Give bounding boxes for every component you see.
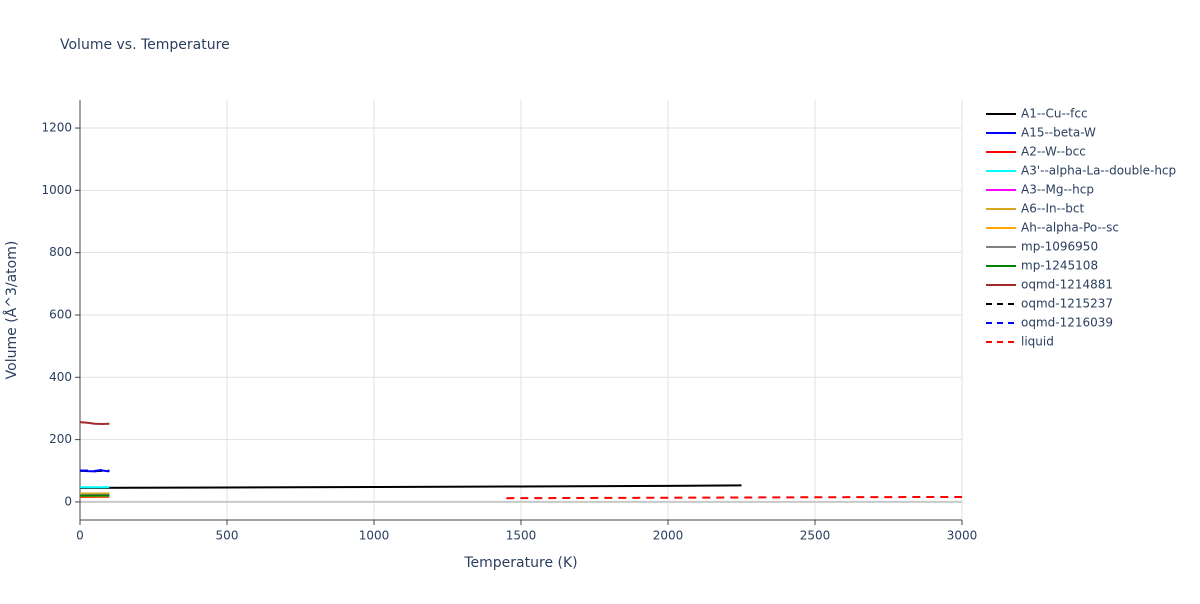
y-tick-label: 1000 bbox=[41, 183, 72, 197]
x-tick-label: 1500 bbox=[506, 529, 537, 543]
legend-label: A3'--alpha-La--double-hcp bbox=[1021, 164, 1176, 178]
y-tick-label: 200 bbox=[49, 432, 72, 446]
legend-label: Ah--alpha-Po--sc bbox=[1021, 221, 1119, 235]
series-line bbox=[506, 497, 962, 498]
legend-label: mp-1096950 bbox=[1021, 240, 1098, 254]
y-tick-label: 400 bbox=[49, 370, 72, 384]
legend-label: A15--beta-W bbox=[1021, 126, 1096, 140]
x-tick-label: 500 bbox=[216, 529, 239, 543]
legend-label: oqmd-1216039 bbox=[1021, 316, 1113, 330]
legend-label: A6--In--bct bbox=[1021, 202, 1085, 216]
x-tick-label: 3000 bbox=[947, 529, 978, 543]
legend-label: A3--Mg--hcp bbox=[1021, 183, 1094, 197]
legend-label: oqmd-1214881 bbox=[1021, 278, 1113, 292]
y-tick-label: 800 bbox=[49, 245, 72, 259]
legend-label: A1--Cu--fcc bbox=[1021, 107, 1088, 121]
x-tick-label: 2000 bbox=[653, 529, 684, 543]
y-tick-label: 0 bbox=[64, 494, 72, 508]
y-tick-label: 600 bbox=[49, 307, 72, 321]
y-axis-title: Volume (Å^3/atom) bbox=[3, 241, 20, 380]
legend-label: oqmd-1215237 bbox=[1021, 297, 1113, 311]
chart-title: Volume vs. Temperature bbox=[60, 37, 230, 53]
legend-label: liquid bbox=[1021, 335, 1054, 349]
legend-label: mp-1245108 bbox=[1021, 259, 1098, 273]
x-tick-label: 1000 bbox=[359, 529, 390, 543]
legend-label: A2--W--bcc bbox=[1021, 145, 1086, 159]
y-tick-label: 1200 bbox=[41, 121, 72, 135]
x-tick-label: 0 bbox=[76, 529, 84, 543]
series-line bbox=[80, 422, 109, 424]
x-tick-label: 2500 bbox=[800, 529, 831, 543]
x-axis-title: Temperature (K) bbox=[463, 555, 577, 571]
series-line bbox=[80, 485, 742, 487]
